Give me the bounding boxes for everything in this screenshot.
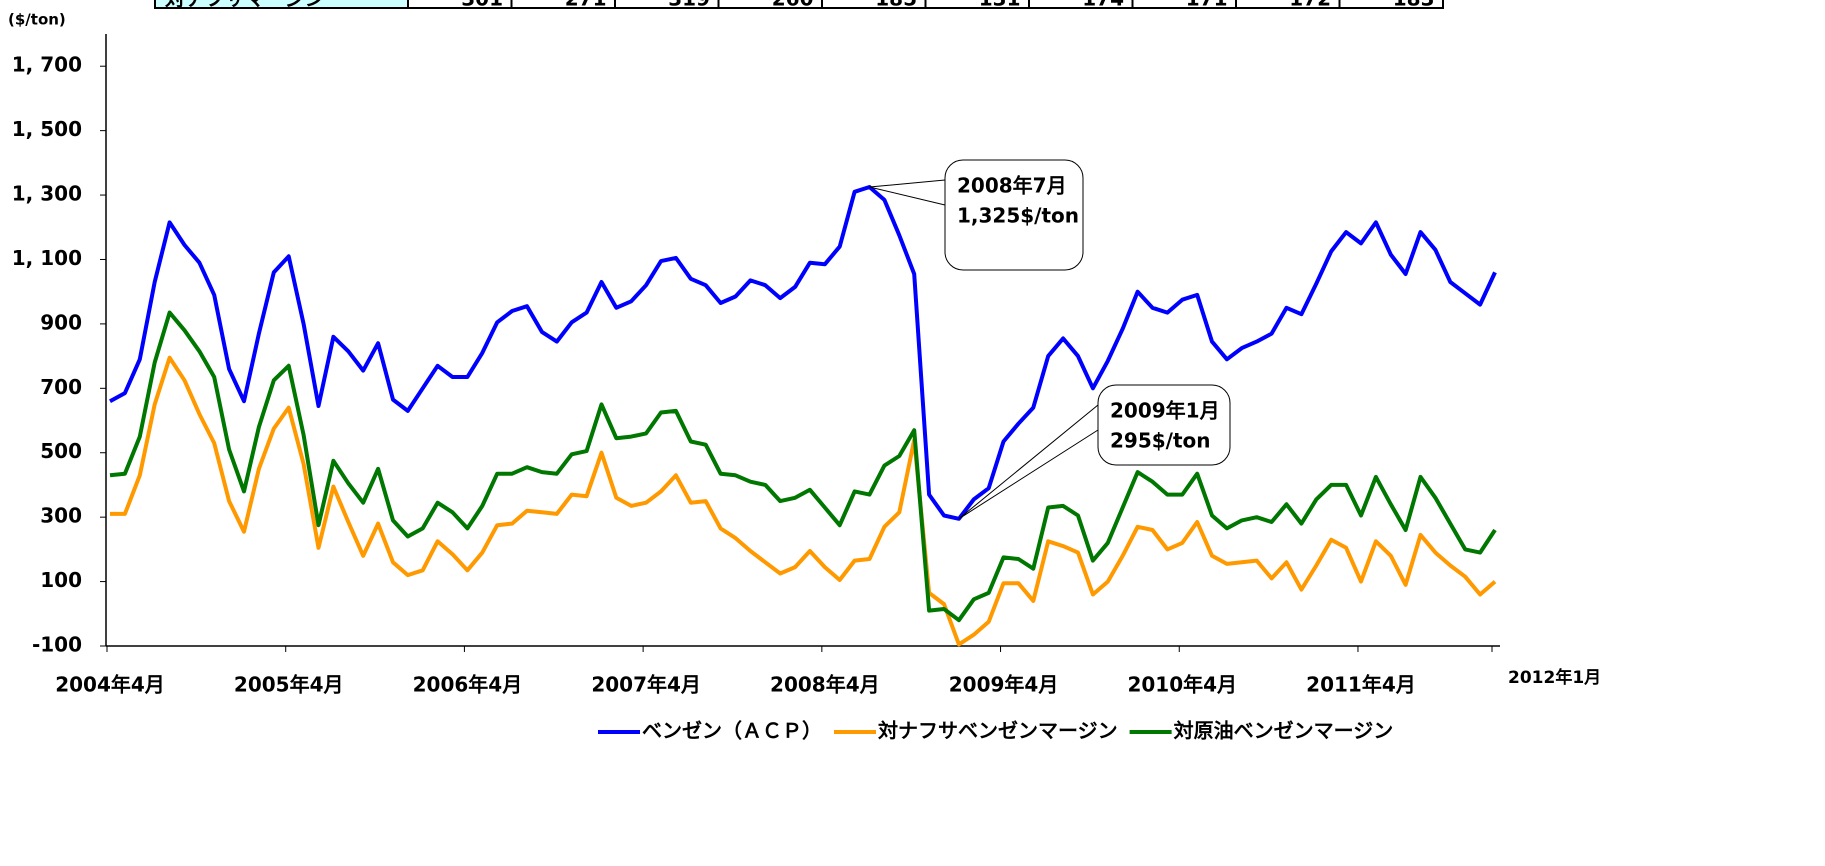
table-cell xyxy=(717,0,823,9)
y-tick-label: 1, 300 xyxy=(12,182,82,206)
y-unit: ($/ton) xyxy=(8,11,66,29)
x-tick-label: 2010年4月 xyxy=(1127,673,1237,697)
table-value: 271 xyxy=(565,0,607,11)
table-cell xyxy=(924,0,1030,9)
y-tick-label: 1, 700 xyxy=(12,53,82,77)
annotation: 1,325$/ton xyxy=(957,204,1079,228)
table-cell xyxy=(1235,0,1341,9)
table-value: 301 xyxy=(461,0,503,11)
y-tick-label: 900 xyxy=(40,310,82,334)
callout-box xyxy=(944,159,1084,271)
top-table: 対ナフサマージン 301 271 319 260 185 131 174 171 172 183 xyxy=(154,0,1444,11)
table-cell xyxy=(1338,0,1444,9)
annotation: 2009年1月 xyxy=(1110,399,1220,423)
line-series xyxy=(110,355,1497,647)
annotation: 295$/ton xyxy=(1110,429,1211,453)
table-value: 174 xyxy=(1082,0,1124,11)
table-cell xyxy=(510,0,616,9)
line-series xyxy=(109,185,1497,521)
callout-pointer xyxy=(869,179,946,206)
y-tick-label: 500 xyxy=(40,439,82,463)
table-value: 172 xyxy=(1289,0,1331,11)
table-value: 185 xyxy=(875,0,917,11)
line-series xyxy=(109,310,1497,623)
y-tick-label: 700 xyxy=(40,375,82,399)
table-value: 319 xyxy=(668,0,710,11)
y-tick-label: 100 xyxy=(40,568,82,592)
table-cell xyxy=(821,0,927,9)
table-value: 260 xyxy=(772,0,814,11)
x-tick-label: 2006年4月 xyxy=(413,673,523,697)
callout-pointer xyxy=(958,404,1099,520)
table-cell xyxy=(407,0,513,9)
table-cell xyxy=(1028,0,1134,9)
annotation: 2008年7月 xyxy=(957,174,1067,198)
table-label: 対ナフサマージン xyxy=(164,0,325,11)
table-cell xyxy=(614,0,720,9)
x-tick-label: 2012年1月 xyxy=(1508,667,1601,688)
x-tick-label: 2008年4月 xyxy=(770,673,880,697)
x-tick-label: 2011年4月 xyxy=(1306,673,1416,697)
table-cell xyxy=(154,0,409,9)
table-value: 171 xyxy=(1186,0,1228,11)
table-cell xyxy=(1131,0,1237,9)
x-tick-label: 2005年4月 xyxy=(234,673,344,697)
y-tick-label: 1, 500 xyxy=(12,117,82,141)
table-value: 183 xyxy=(1393,0,1435,11)
x-tick-label: 2004年4月 xyxy=(55,673,165,697)
callout-box xyxy=(1097,384,1231,466)
y-tick-label: 1, 100 xyxy=(12,246,82,270)
x-tick-label: 2009年4月 xyxy=(949,673,1059,697)
legend-label: 対原油ベンゼンマージン xyxy=(1173,719,1394,743)
y-tick-label: -100 xyxy=(32,633,82,657)
legend-label: ベンゼン（ＡＣＰ） xyxy=(642,719,822,743)
y-tick-label: 300 xyxy=(40,504,82,528)
x-tick-label: 2007年4月 xyxy=(591,673,701,697)
table-value: 131 xyxy=(979,0,1021,11)
legend-label: 対ナフサベンゼンマージン xyxy=(877,719,1118,743)
